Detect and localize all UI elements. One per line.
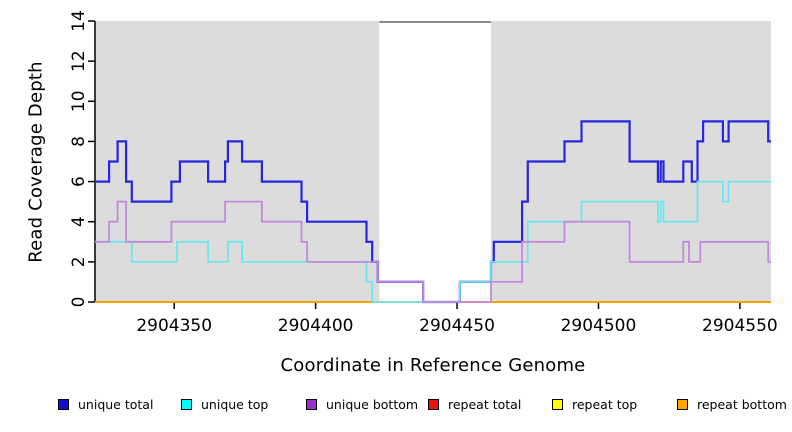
y-axis-tick-label: 12 <box>69 50 89 72</box>
legend-swatch <box>58 399 69 410</box>
coverage-chart: 0 2 4 6 8 10 12 14 2904350 2904400 2904450 2904500 2… <box>69 10 778 336</box>
legend-label: unique total <box>78 397 154 412</box>
x-axis-tick-label: 2904450 <box>419 316 495 336</box>
legend-label: unique bottom <box>326 397 419 412</box>
x-axis-tick-label: 2904500 <box>561 316 637 336</box>
x-axis-title: Coordinate in Reference Genome <box>280 355 586 376</box>
y-axis-tick-label: 8 <box>69 136 89 147</box>
y-axis-tick-label: 2 <box>69 256 89 267</box>
legend-label: unique top <box>201 397 269 412</box>
chart-legend: unique total unique top unique bottom repea… <box>0 397 792 417</box>
legend-swatch <box>428 399 439 410</box>
legend-label: repeat bottom <box>697 397 787 412</box>
y-axis-tick-label: 6 <box>69 176 89 187</box>
y-axis-title: Read Coverage Depth <box>25 61 47 263</box>
legend-swatch <box>677 399 688 410</box>
series-line-unique-top <box>95 180 771 303</box>
masked-repeat-region <box>379 21 491 302</box>
legend-label: repeat top <box>572 397 638 412</box>
legend-item-unique-total: unique total <box>58 397 153 412</box>
legend-item-unique-top: unique top <box>181 397 268 412</box>
series-line-unique-bottom <box>95 200 771 303</box>
x-axis-tick-label: 2904400 <box>278 316 354 336</box>
legend-swatch <box>306 399 317 410</box>
legend-swatch <box>552 399 563 410</box>
x-axis-tick-label: 2904350 <box>136 316 212 336</box>
y-axis-tick-label: 14 <box>69 10 89 32</box>
y-axis-tick-label: 4 <box>69 216 89 227</box>
x-axis-tick-label: 2904550 <box>702 316 778 336</box>
legend-item-repeat-total: repeat total <box>428 397 521 412</box>
legend-item-unique-bottom: unique bottom <box>306 397 418 412</box>
legend-item-repeat-bottom: repeat bottom <box>677 397 787 412</box>
legend-label: repeat total <box>448 397 522 412</box>
legend-swatch <box>181 399 192 410</box>
y-axis-tick-label: 10 <box>69 90 89 112</box>
legend-item-repeat-top: repeat top <box>552 397 637 412</box>
y-axis-tick-label: 0 <box>69 297 89 308</box>
